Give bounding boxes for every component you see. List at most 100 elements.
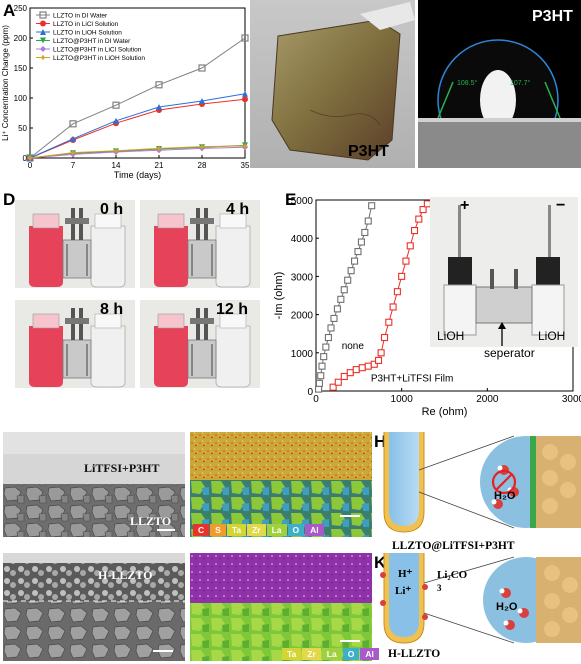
j-element-legend: Ta Zr La O Al: [282, 648, 380, 660]
inset-separator: seperator: [484, 346, 535, 360]
e-xtick-label-0: 0: [313, 394, 319, 405]
a-point: [199, 143, 205, 150]
p3ht-film-photo: [250, 0, 415, 168]
e-point: [357, 238, 365, 246]
i-top-label: H-LLZTO: [98, 568, 153, 582]
contact-angle-photo: [418, 0, 581, 168]
e-xtick-label-2: 2000: [476, 394, 499, 405]
e-point: [337, 295, 345, 303]
a-ytick-label-2: 100: [14, 94, 28, 103]
eds-map-j: [190, 553, 372, 661]
angle-right: 107.7°: [510, 80, 531, 87]
legend-element-Ta: Ta: [282, 648, 302, 660]
inset-lioh-right: LiOH: [538, 329, 566, 343]
e-point: [315, 379, 323, 387]
a-point: [27, 155, 33, 161]
e-point: [340, 286, 348, 294]
k-h2o: H₂O: [496, 601, 518, 613]
a-series-line-4: [29, 146, 246, 159]
legend-element-La: La: [321, 648, 342, 660]
a-legend-marker: [40, 37, 46, 44]
a-legend-entry-3: LLZTO@P3HT in DI Water: [53, 38, 131, 45]
e-point: [334, 378, 342, 386]
schematic-h: [383, 432, 581, 533]
sem-image-f: [3, 432, 185, 537]
panel-label-a: A: [3, 1, 16, 20]
e-point: [330, 314, 338, 322]
panel-label-h: H: [374, 432, 387, 451]
e-point: [415, 215, 423, 223]
e-point: [327, 324, 335, 332]
a-xtick-label-2: 14: [112, 161, 121, 170]
a-point: [199, 98, 205, 104]
separator-arrow-icon: [498, 322, 506, 346]
e-point: [340, 372, 348, 381]
e-point: [393, 288, 401, 296]
f-bottom-label: LLZTO: [130, 514, 172, 528]
e-point: [402, 257, 410, 265]
sem-image-i: [3, 553, 185, 661]
b-caption: P3HT: [348, 143, 389, 160]
prohibition-icon: [491, 469, 517, 495]
legend-element-La: La: [266, 524, 287, 536]
e-point: [317, 372, 325, 380]
a-xtick-label-5: 35: [241, 161, 250, 170]
a-point: [70, 135, 76, 142]
e-point: [318, 362, 326, 370]
legend-element-S: S: [210, 524, 226, 536]
chart-e: 0 1000 2000 3000 0 1000 2000 3000 4000 5000 Re (oh…: [273, 196, 581, 418]
a-point: [155, 81, 163, 89]
a-series-line-1: [29, 98, 246, 159]
time-4h: 4 h: [226, 201, 250, 218]
e-ylabel: -Im (ohm): [273, 272, 285, 320]
k-caption: H-LLZTO: [388, 648, 441, 660]
a-xtick-label-3: 21: [155, 161, 164, 170]
h-caption: LLZTO@LiTFSI+P3HT: [392, 540, 515, 552]
a-series-line-3: [29, 144, 246, 159]
e-point: [398, 272, 406, 280]
e-xlabel: Re (ohm): [422, 406, 468, 418]
e-point: [352, 366, 360, 374]
a-point: [242, 90, 248, 97]
a-xtick-label-0: 0: [28, 161, 33, 170]
a-series-line-2: [29, 93, 246, 159]
a-point: [113, 147, 119, 154]
e-point: [354, 248, 362, 256]
a-xlabel: Time (days): [114, 170, 161, 180]
e-ytick-label-4: 4000: [291, 234, 314, 245]
h-cell-inset-photo: [430, 197, 578, 347]
legend-element-O: O: [287, 524, 305, 536]
legend-element-Zr: Zr: [247, 524, 266, 536]
a-point: [156, 145, 162, 152]
e-point: [329, 383, 337, 391]
panel-label-d: D: [3, 190, 16, 209]
e-point: [347, 267, 355, 275]
e-ytick-label-2: 2000: [291, 311, 314, 322]
a-ytick-label-3: 150: [14, 64, 28, 73]
e-ytick-label-0: 0: [307, 387, 313, 398]
a-point: [69, 120, 77, 128]
e-point: [410, 227, 419, 235]
chart-a: 0 7 14 21 28 35 0 50 100 150 200 250 Time (days) Li⁺ …: [1, 4, 250, 180]
e-point: [320, 353, 328, 361]
k-sub3: 3: [437, 583, 442, 593]
a-legend-entry-0: LLZTO in DI Water: [53, 13, 108, 20]
e-point: [351, 257, 359, 265]
e-point: [374, 356, 383, 364]
e-point: [370, 360, 378, 368]
a-series-line-5: [29, 145, 246, 159]
legend-element-Zr: Zr: [302, 648, 321, 660]
a-legend-entry-5: LLZTO@P3HT in LiOH Solution: [53, 55, 145, 62]
e-series-name-0: none: [342, 341, 365, 352]
eds-map-g: [190, 432, 372, 537]
h-h2o-label: H₂O: [494, 490, 516, 502]
a-point: [112, 101, 120, 109]
legend-element-Ta: Ta: [226, 524, 247, 536]
e-point: [358, 364, 366, 372]
a-plot-frame: [29, 7, 246, 159]
time-0h: 0 h: [100, 201, 124, 218]
a-legend-marker: [39, 11, 47, 19]
f-top-label: LiTFSI+P3HT: [84, 461, 160, 475]
a-legend-marker: [40, 20, 46, 27]
panel-label-e: E: [285, 190, 297, 209]
